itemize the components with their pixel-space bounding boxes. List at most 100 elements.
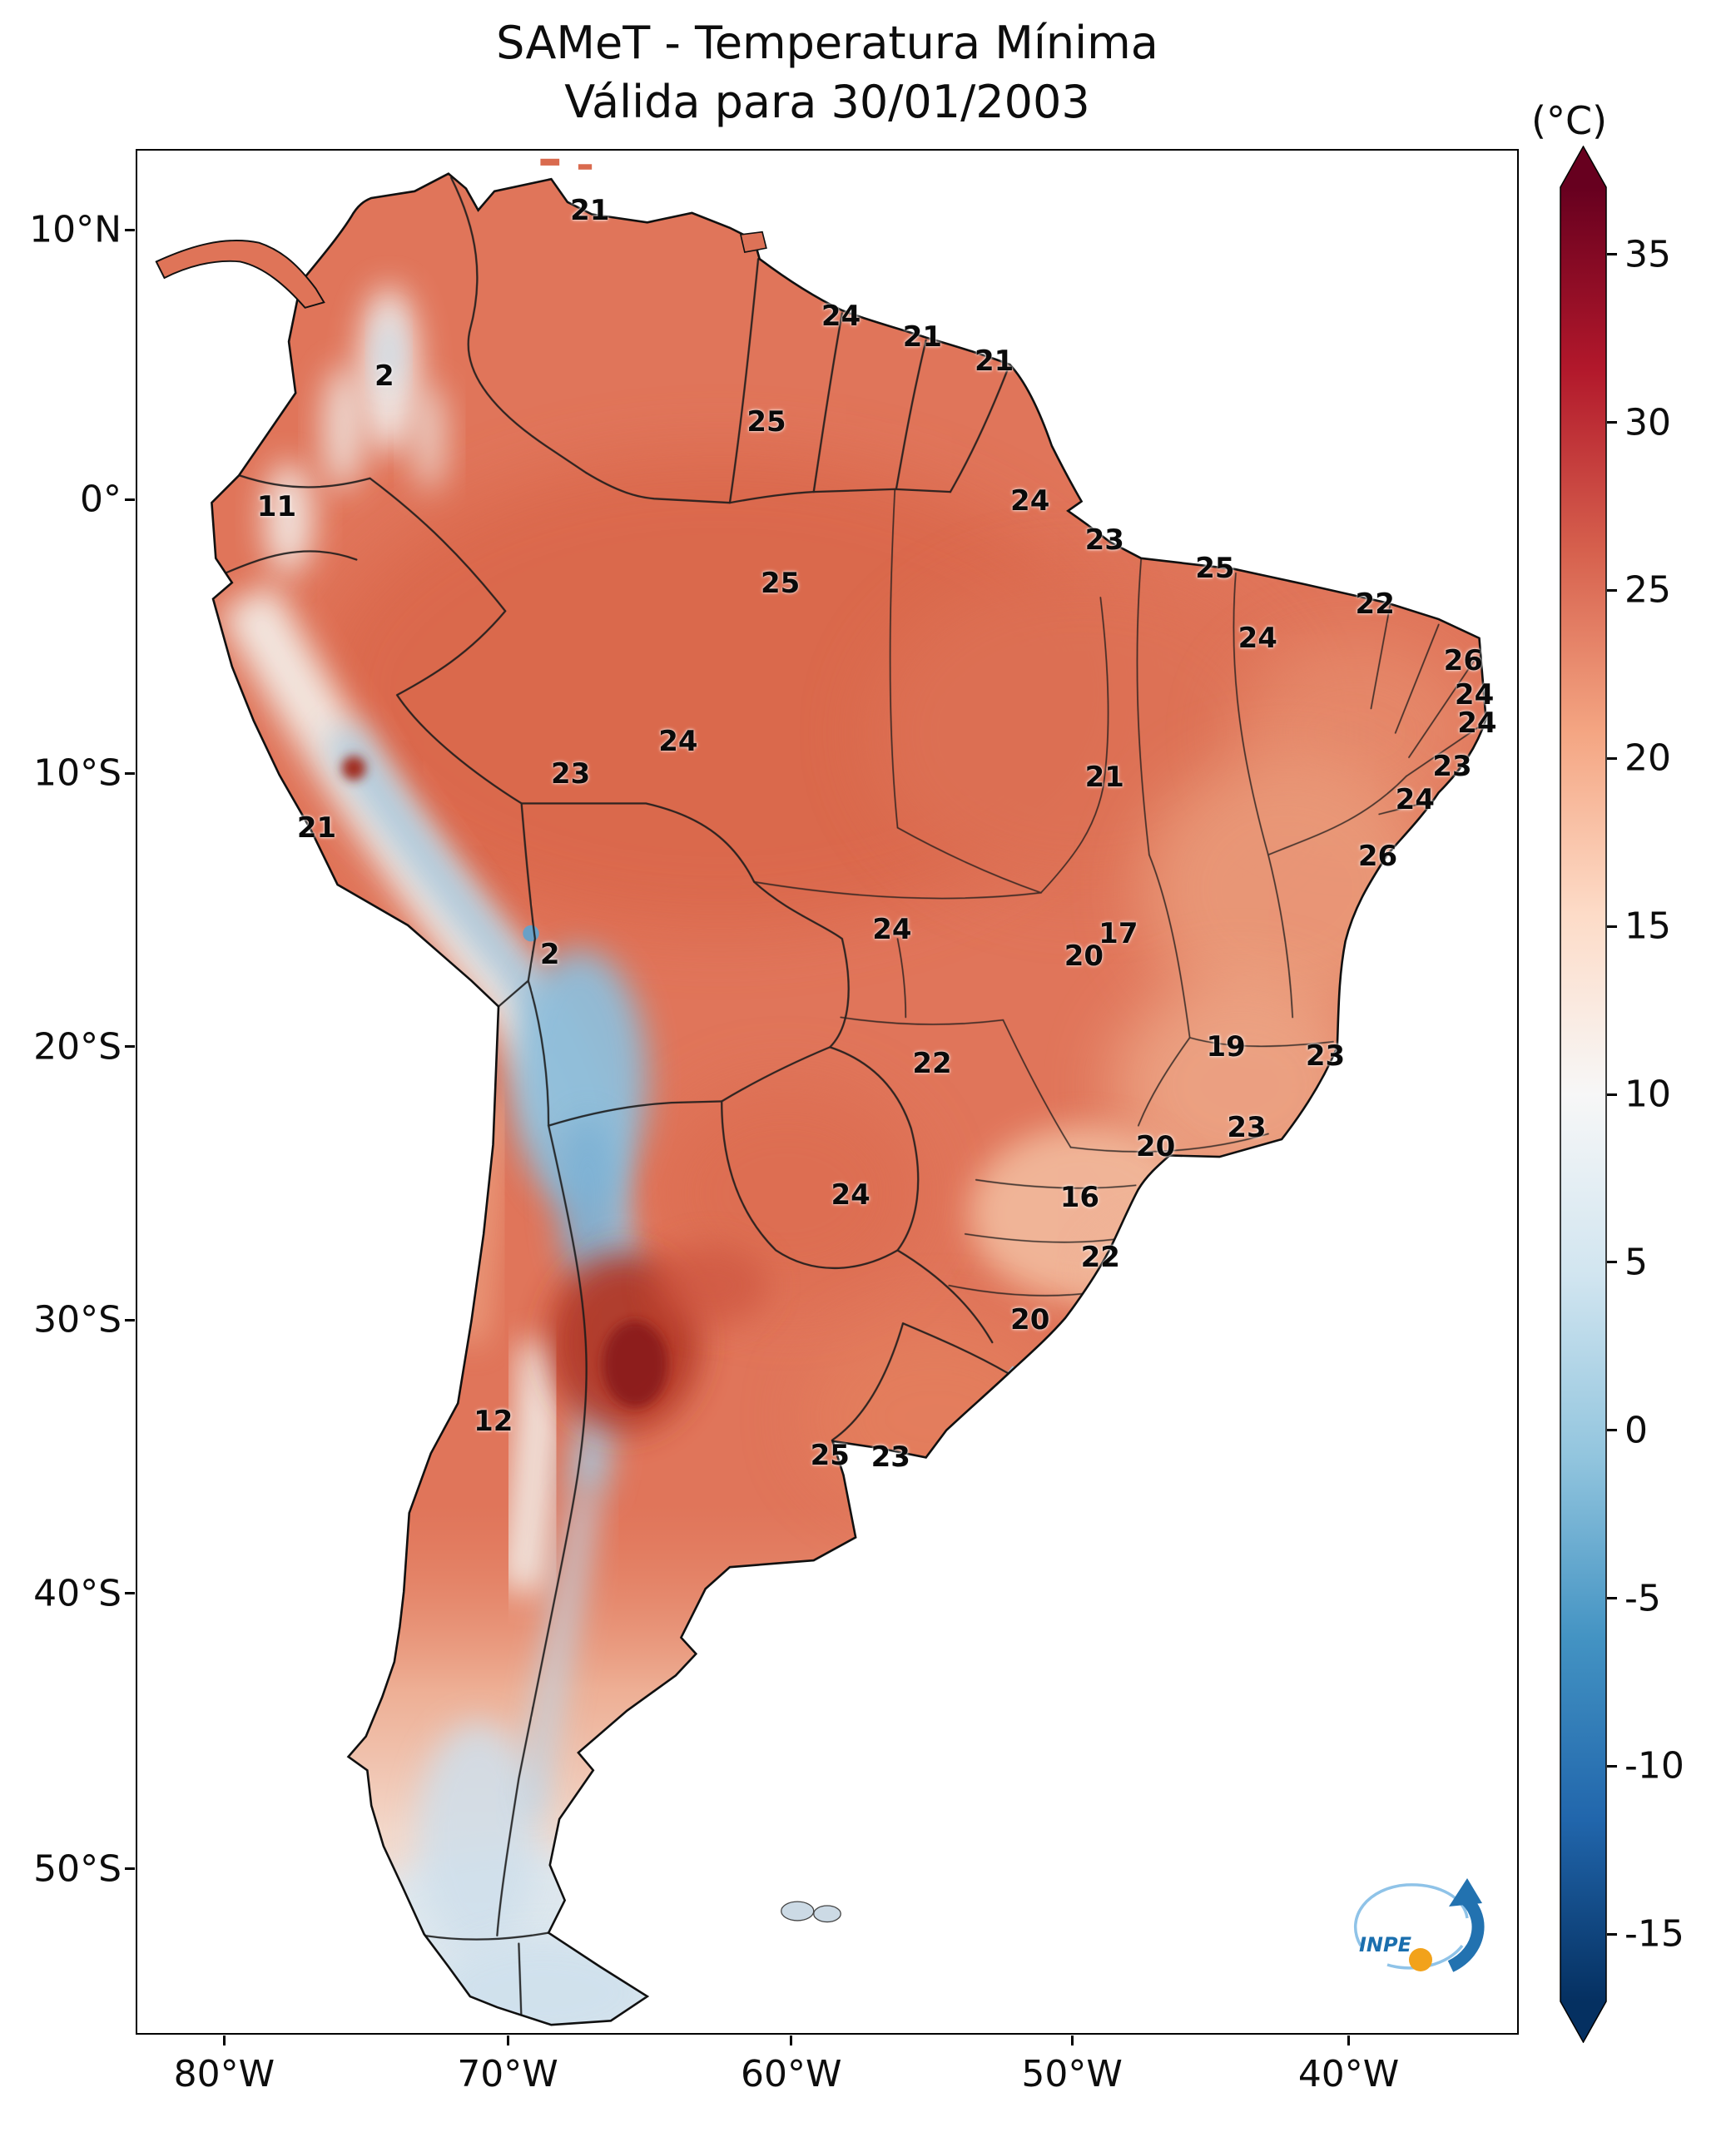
longitude-tick-label: 80°W bbox=[173, 2053, 275, 2095]
temperature-label: 23 bbox=[1084, 523, 1124, 558]
temperature-label: 25 bbox=[1195, 552, 1235, 586]
latitude-tick-mark bbox=[125, 498, 135, 501]
temperature-label: 17 bbox=[1099, 916, 1138, 950]
longitude-tick-label: 50°W bbox=[1021, 2053, 1123, 2095]
colorbar-unit-label: (°C) bbox=[1531, 98, 1608, 143]
longitude-tick-mark bbox=[1070, 2035, 1074, 2045]
temperature-label: 25 bbox=[810, 1438, 850, 1472]
south-america-map bbox=[155, 158, 1487, 2026]
temperature-label: 20 bbox=[1135, 1129, 1176, 1163]
temperature-labels-layer: 21 24 21 21 2 25 11 24 23 25 25 22 24 26 24 24 24 23 23 21 2… bbox=[137, 151, 1517, 2033]
map-frame: 21 24 21 21 2 25 11 24 23 25 25 22 24 26 24 24 24 23 23 21 2… bbox=[136, 149, 1519, 2035]
colorbar-tick-mark bbox=[1607, 925, 1617, 928]
temperature-label: 19 bbox=[1206, 1029, 1246, 1064]
temperature-label: 12 bbox=[474, 1404, 513, 1438]
latitude-tick-label: 30°S bbox=[33, 1298, 122, 1341]
colorbar-tick-label: -5 bbox=[1624, 1577, 1661, 1620]
colorbar-tick-mark bbox=[1607, 588, 1617, 592]
temperature-label: 24 bbox=[1457, 706, 1497, 740]
colorbar-tick-mark bbox=[1607, 1932, 1617, 1936]
colorbar bbox=[1560, 146, 1607, 2043]
temperature-label: 22 bbox=[912, 1047, 952, 1081]
panama-strip bbox=[155, 240, 325, 309]
temperature-label: 16 bbox=[1059, 1180, 1100, 1214]
colorbar-tick-mark bbox=[1607, 1597, 1617, 1600]
latitude-tick-mark bbox=[125, 1318, 135, 1321]
falkland-east bbox=[813, 1905, 841, 1923]
colorbar-tick-label: -10 bbox=[1624, 1744, 1684, 1788]
temperature-label: 25 bbox=[746, 404, 786, 439]
latitude-tick-label: 20°S bbox=[33, 1025, 122, 1069]
temperature-label: 24 bbox=[831, 1178, 870, 1212]
temperature-label: 21 bbox=[570, 194, 610, 228]
temperature-label: 21 bbox=[902, 320, 943, 354]
colorbar-tick-label: 20 bbox=[1624, 736, 1671, 780]
temperature-label: 24 bbox=[1454, 677, 1495, 712]
colorbar-tick-label: 35 bbox=[1624, 233, 1671, 276]
latitude-tick-mark bbox=[125, 1592, 135, 1595]
latitude-tick-label: 50°S bbox=[33, 1847, 122, 1891]
temperature-label: 20 bbox=[1010, 1302, 1050, 1336]
inpe-logo-text: INPE bbox=[1359, 1933, 1412, 1956]
colorbar-tick-mark bbox=[1607, 1093, 1617, 1096]
longitude-tick-label: 40°W bbox=[1297, 2053, 1400, 2095]
temperature-label: 24 bbox=[872, 913, 912, 947]
colorbar-tick-label: 25 bbox=[1624, 568, 1671, 612]
temperature-label: 23 bbox=[1305, 1039, 1346, 1074]
temperature-label: 24 bbox=[1395, 783, 1435, 817]
latitude-tick-label: 10°S bbox=[33, 751, 122, 795]
latitude-tick-mark bbox=[125, 771, 135, 775]
latitude-tick-label: 40°S bbox=[33, 1572, 122, 1615]
title-line1: SAMeT - Temperatura Mínima bbox=[496, 17, 1158, 69]
caribbean-islet bbox=[540, 158, 560, 166]
title-line2: Válida para 30/01/2003 bbox=[564, 76, 1090, 129]
temperature-label: 22 bbox=[1080, 1241, 1120, 1275]
colorbar-tick-label: 0 bbox=[1624, 1409, 1648, 1452]
colorbar-tick-label: -15 bbox=[1624, 1912, 1684, 1956]
longitude-tick-mark bbox=[222, 2035, 226, 2045]
temperature-label: 21 bbox=[296, 811, 337, 845]
trinidad-island bbox=[739, 231, 767, 253]
latitude-tick-mark bbox=[125, 228, 135, 231]
temperature-label: 20 bbox=[1064, 940, 1104, 974]
temperature-label: 26 bbox=[1357, 840, 1398, 874]
temperature-label: 23 bbox=[870, 1440, 910, 1474]
colorbar-tick-mark bbox=[1607, 1429, 1617, 1432]
colorbar-tick-label: 5 bbox=[1624, 1241, 1648, 1284]
state-borders bbox=[753, 488, 1483, 1297]
colorbar-bar bbox=[1560, 146, 1607, 2043]
colorbar-tick-mark bbox=[1607, 421, 1617, 424]
temperature-label: 2 bbox=[374, 359, 394, 394]
inpe-orange-dot bbox=[1409, 1948, 1432, 1971]
temperature-label: 25 bbox=[760, 567, 801, 601]
colorbar-tick-label: 10 bbox=[1624, 1073, 1671, 1116]
temperature-label: 23 bbox=[550, 756, 591, 791]
inpe-arrow-head bbox=[1449, 1878, 1482, 1907]
temperature-label: 21 bbox=[974, 345, 1014, 379]
temperature-label: 26 bbox=[1443, 644, 1483, 677]
colorbar-tick-mark bbox=[1607, 253, 1617, 256]
latitude-tick-label: 10°N bbox=[29, 208, 122, 251]
colorbar-tick-mark bbox=[1607, 1764, 1617, 1768]
inpe-logo: INPE bbox=[1354, 1878, 1485, 1972]
latitude-tick-mark bbox=[125, 1867, 135, 1871]
country-borders bbox=[215, 176, 1483, 2024]
latitude-tick-mark bbox=[125, 1045, 135, 1049]
colorbar-tick-label: 30 bbox=[1624, 401, 1671, 444]
temperature-label: 24 bbox=[1010, 483, 1050, 518]
longitude-tick-mark bbox=[1347, 2035, 1351, 2045]
longitude-tick-mark bbox=[790, 2035, 793, 2045]
temperature-label: 24 bbox=[821, 300, 861, 334]
temperature-label: 22 bbox=[1355, 588, 1395, 622]
temperature-label: 11 bbox=[256, 489, 297, 523]
colorbar-tick-label: 15 bbox=[1624, 905, 1671, 948]
temperature-label: 24 bbox=[1238, 621, 1277, 655]
temperature-label: 21 bbox=[1084, 761, 1124, 795]
page-title: SAMeT - Temperatura Mínima Válida para 3… bbox=[136, 13, 1519, 132]
temperature-label: 24 bbox=[658, 725, 698, 759]
caribbean-islet-2 bbox=[578, 164, 593, 170]
colorbar-tick-mark bbox=[1607, 756, 1617, 760]
longitude-tick-label: 70°W bbox=[457, 2053, 558, 2095]
longitude-tick-label: 60°W bbox=[741, 2053, 842, 2095]
